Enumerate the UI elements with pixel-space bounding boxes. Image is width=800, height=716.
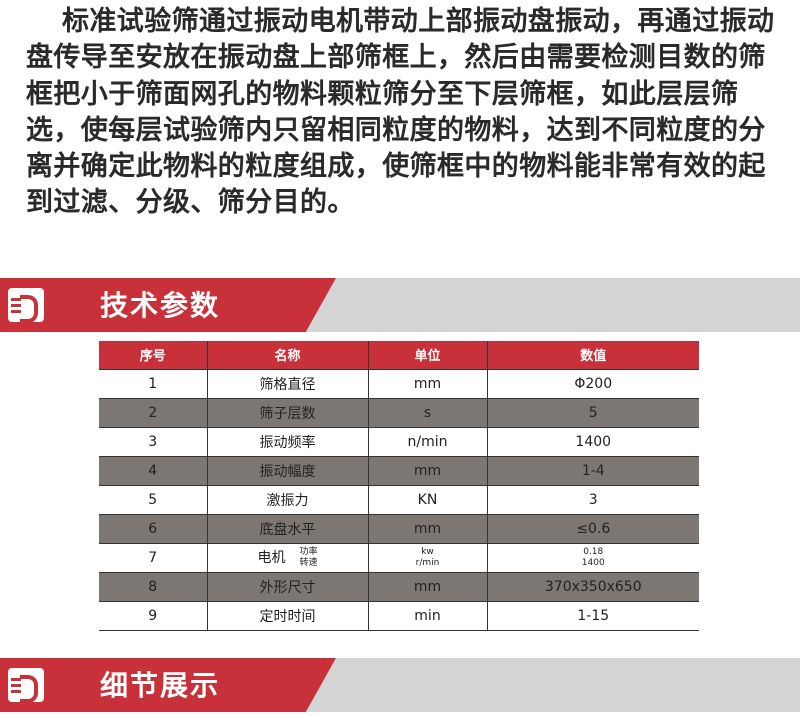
table-row: 9 定时时间 min 1-15 — [99, 600, 699, 631]
table-row: 6 底盘水平 mm ≤0.6 — [99, 513, 699, 544]
table-row: 1 筛格直径 mm Φ200 — [99, 368, 699, 399]
motor-power-label: 功率 — [299, 546, 318, 557]
cell-value: 1-4 — [487, 455, 699, 486]
header-value: 数值 — [487, 341, 699, 369]
table-row: 4 振动幅度 mm 1-4 — [99, 455, 699, 486]
cell-unit: mm — [368, 455, 488, 486]
cell-name: 定时时间 — [207, 600, 369, 631]
spec-table: 序号 名称 单位 数值 1 筛格直径 mm Φ200 2 筛子层数 s 5 3 振动频率 n/min… — [99, 341, 699, 631]
cell-index: 8 — [99, 571, 208, 602]
cell-value: 1-15 — [487, 600, 699, 631]
cell-index: 2 — [99, 397, 208, 428]
cell-unit: kw r/min — [368, 542, 488, 573]
cell-value: 1400 — [487, 426, 699, 457]
cell-name: 筛格直径 — [207, 368, 369, 399]
table-row: 5 激振力 KN 3 — [99, 484, 699, 515]
cell-value: Φ200 — [487, 368, 699, 399]
cell-index: 6 — [99, 513, 208, 544]
cell-index: 5 — [99, 484, 208, 515]
cell-index: 3 — [99, 426, 208, 457]
cell-value: 3 — [487, 484, 699, 515]
cell-unit: mm — [368, 513, 488, 544]
intro-paragraph: 标准试验筛通过振动电机带动上部振动盘振动，再通过振动盘传导至安放在振动盘上部筛框… — [26, 6, 775, 219]
header-unit: 单位 — [368, 341, 488, 369]
table-row: 2 筛子层数 s 5 — [99, 397, 699, 428]
cell-name: 外形尺寸 — [207, 571, 369, 602]
cell-name: 振动频率 — [207, 426, 369, 457]
section-title: 技术参数 — [100, 289, 221, 322]
section-header-details: 细节展示 — [0, 658, 800, 712]
cell-unit: s — [368, 397, 488, 428]
cell-name: 振动幅度 — [207, 455, 369, 486]
motor-speed-value: 1400 — [581, 557, 605, 568]
header-name: 名称 — [207, 341, 369, 369]
cell-unit: mm — [368, 368, 488, 399]
brand-logo-icon — [8, 288, 44, 323]
motor-power-unit: kw — [421, 546, 434, 557]
cell-name: 筛子层数 — [207, 397, 369, 428]
motor-label: 电机 — [257, 549, 286, 566]
cell-value: ≤0.6 — [487, 513, 699, 544]
cell-value: 5 — [487, 397, 699, 428]
cell-index: 1 — [99, 368, 208, 399]
cell-index: 7 — [99, 542, 208, 573]
cell-value: 370x350x650 — [487, 571, 699, 602]
cell-unit: KN — [368, 484, 488, 515]
brand-logo-icon — [8, 668, 44, 703]
motor-speed-unit: r/min — [415, 557, 440, 568]
cell-value: 0.18 1400 — [487, 542, 699, 573]
motor-power-value: 0.18 — [583, 546, 604, 557]
cell-index: 4 — [99, 455, 208, 486]
table-row: 8 外形尺寸 mm 370x350x650 — [99, 571, 699, 602]
cell-unit: min — [368, 600, 488, 631]
cell-unit: mm — [368, 571, 488, 602]
motor-speed-label: 转速 — [299, 557, 318, 568]
table-row: 7 电机 功率 转速 kw r/min 0.18 1400 — [99, 542, 699, 573]
cell-name: 底盘水平 — [207, 513, 369, 544]
cell-name: 电机 功率 转速 — [207, 542, 369, 573]
table-row: 3 振动频率 n/min 1400 — [99, 426, 699, 457]
cell-unit: n/min — [368, 426, 488, 457]
section-header-tech-params: 技术参数 — [0, 278, 800, 332]
header-index: 序号 — [99, 341, 208, 369]
cell-name: 激振力 — [207, 484, 369, 515]
section-title: 细节展示 — [100, 669, 221, 702]
cell-index: 9 — [99, 600, 208, 631]
